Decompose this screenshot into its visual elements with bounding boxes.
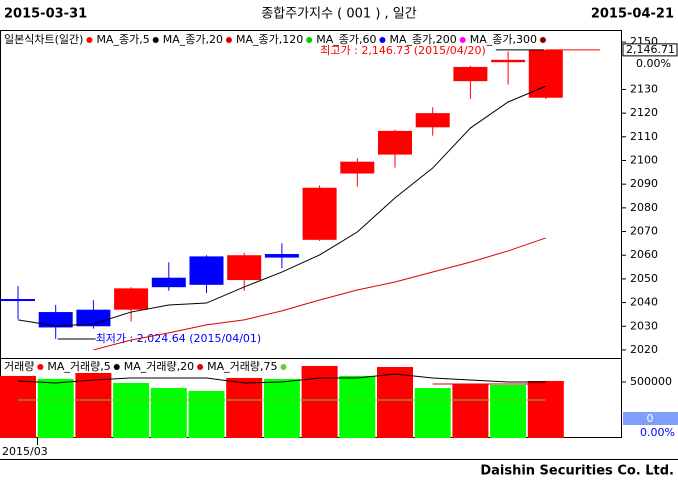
moving-average-line [17,373,546,384]
candle-body [378,130,412,155]
legend-background [1,361,301,373]
volume-bar [75,365,112,438]
volume-change-label: 0.00% [640,426,675,439]
legend-label: MA_종가,200 [389,33,456,46]
legend-label: MA_거래량,5 [47,360,110,373]
change-box [623,57,677,70]
change-label: 0.00% [636,57,671,70]
legend-label: MA_종가,300 [470,33,537,46]
candle-body [114,288,149,310]
legend-label: MA_종가,60 [316,33,376,46]
volume-bar [226,377,263,438]
legend-marker [459,37,466,43]
annotation-label: 최고가 : 2,146.73 (2015/04/20) [320,44,486,57]
y-tick-label: 2120 [630,106,658,119]
candle-body [151,277,186,288]
y-tick-label: 2040 [630,296,658,309]
y-tick-label: 2070 [630,225,658,238]
volume-bar [301,365,338,438]
legend-label: MA_거래량,75 [207,360,277,373]
last-price-label: 2,146.71 [626,43,675,56]
start-date: 2015-03-31 [4,7,87,22]
moving-average-line [93,237,546,351]
candle-body [453,66,488,82]
legend-label: 거래량 [4,360,34,373]
y-tick-label: 2080 [630,201,658,214]
candle-body [491,59,526,63]
volume-bar [414,388,451,438]
last-volume-box [623,412,678,425]
y-tick-label: 2060 [630,248,658,261]
legend-label: MA_종가,5 [96,33,149,46]
legend-marker [152,37,159,43]
candle-body [1,299,35,302]
candle-body [227,255,262,281]
y-tick-label: 2020 [630,343,658,356]
legend-label: MA_거래량,20 [124,360,194,373]
volume-bar [113,382,150,438]
annotation-label: 최저가 : 2,024.64 (2015/04/01) [96,332,262,345]
volume-bar [490,385,527,438]
legend-marker [225,37,232,43]
legend-label: MA_종가,20 [163,33,223,46]
candle-body [528,49,563,98]
candle-body [415,113,450,128]
legend-label: MA_종가,120 [236,33,303,46]
candle-body [264,254,299,258]
candle-body [302,187,337,240]
candle-body [340,161,375,174]
volume-bar [37,378,74,438]
volume-bar [527,380,564,438]
end-date: 2015-04-21 [591,7,674,22]
x-axis-label: 2015/03 [2,445,48,458]
legend-label: 일본식차트(일간) [4,32,83,46]
volume-bar [263,378,300,438]
legend-marker [197,364,204,370]
legend-marker [113,364,120,370]
legend-marker [379,37,386,43]
y-tick-label: 2090 [630,177,658,190]
volume-bar [0,375,36,438]
candle-body [38,312,73,328]
volume-bar [188,390,225,438]
brand: Daishin Securities Co. Ltd. [480,464,674,479]
y-tick-label: 2130 [630,82,658,95]
candle-body [76,309,111,327]
y-tick-label: 500000 [630,375,672,388]
y-tick-label: 2030 [630,319,658,332]
volume-bar [377,366,413,438]
volume-bar [339,375,376,438]
candle-body [189,256,224,285]
volume-bar [452,383,489,438]
last-price-box [622,43,678,57]
legend-marker [306,37,313,43]
y-tick-label: 2050 [630,272,658,285]
y-tick-label: 2100 [630,153,658,166]
legend-marker [37,364,44,370]
chart-title: 종합주가지수 ( 001 ) , 일간 [261,7,416,22]
volume-bar [150,388,187,438]
last-volume-label: 0 [647,412,654,425]
y-tick-label: 2110 [630,130,658,143]
legend-marker [280,364,287,370]
legend-marker [86,37,93,43]
moving-average-line [17,85,546,327]
legend-marker [539,37,546,43]
